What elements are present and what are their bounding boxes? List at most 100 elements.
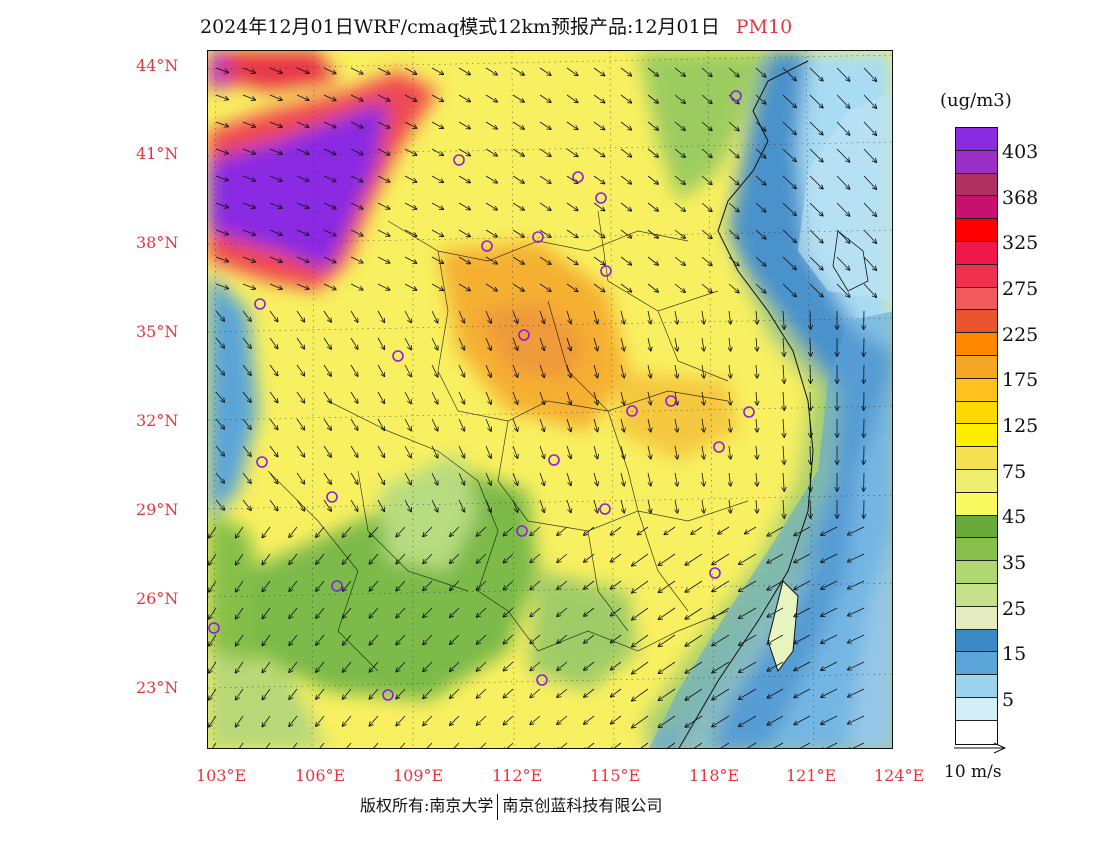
- wind-vector: [530, 526, 541, 536]
- wind-vector: [450, 634, 460, 644]
- wind-vector: [503, 607, 514, 617]
- wind-vector: [396, 607, 406, 618]
- wind-vector: [593, 256, 605, 265]
- wind-vector: [693, 742, 703, 748]
- wind-vector: [685, 607, 703, 619]
- wind-vector: [648, 391, 651, 405]
- wind-vector: [720, 742, 730, 748]
- wind-vector: [539, 445, 544, 458]
- wind-vector: [458, 148, 470, 156]
- wind-vector: [685, 688, 703, 700]
- wind-vector: [404, 391, 411, 404]
- wind-vector: [323, 364, 331, 376]
- wind-vector: [712, 553, 730, 565]
- wind-vector: [611, 688, 622, 697]
- wind-vector: [674, 94, 685, 103]
- wind-vector: [821, 715, 838, 724]
- city-marker: [453, 154, 465, 166]
- wind-vector: [404, 364, 411, 377]
- wind-vector: [423, 634, 433, 644]
- wind-vector: [767, 634, 784, 644]
- wind-vector: [343, 526, 352, 537]
- wind-vector: [512, 67, 524, 75]
- wind-vector: [423, 580, 433, 590]
- wind-vector: [431, 418, 438, 431]
- wind-vector: [404, 472, 411, 485]
- wind-vector: [269, 391, 278, 403]
- wind-vector: [431, 391, 438, 404]
- wind-vector: [863, 229, 876, 243]
- wind-vector: [512, 472, 518, 485]
- wind-vector: [863, 121, 876, 135]
- wind-vector: [782, 283, 796, 296]
- wind-vector: [593, 175, 605, 184]
- wind-vector: [458, 445, 464, 458]
- wind-vector: [323, 310, 331, 322]
- wind-vector: [323, 94, 336, 101]
- wind-vector: [782, 148, 796, 161]
- wind-vector: [821, 742, 838, 748]
- wind-vector: [269, 148, 282, 154]
- lon-label-106: 106°E: [295, 766, 346, 785]
- city-marker: [254, 298, 266, 310]
- wind-vector: [485, 391, 491, 404]
- wind-vector: [269, 256, 282, 262]
- wind-vector: [242, 175, 255, 181]
- wind-vector: [632, 607, 649, 620]
- wind-vector: [810, 310, 811, 329]
- wind-vector: [431, 67, 443, 74]
- wind-vector: [296, 337, 304, 349]
- wind-vector: [458, 202, 470, 210]
- wind-vector: [215, 310, 224, 321]
- wind-vector: [783, 364, 784, 383]
- wind-vector: [343, 715, 352, 726]
- wind-vector: [485, 310, 491, 323]
- wind-vector: [458, 310, 464, 323]
- wind-vector: [848, 553, 865, 562]
- wind-vector: [620, 229, 631, 238]
- wind-vector: [566, 229, 578, 237]
- wind-vector: [712, 580, 730, 592]
- wind-vector: [638, 526, 649, 535]
- wind-vector: [593, 445, 598, 459]
- wind-vector: [821, 607, 838, 616]
- wind-vector: [289, 634, 298, 645]
- wind-vector: [431, 121, 443, 128]
- wind-vector: [640, 742, 649, 748]
- wind-vector: [794, 661, 811, 671]
- wind-vector: [431, 337, 438, 350]
- wind-vector: [702, 310, 704, 324]
- wind-vector: [215, 67, 228, 73]
- wind-vector: [620, 256, 631, 265]
- wind-vector: [620, 499, 624, 513]
- wind-vector: [739, 553, 757, 564]
- wind-vector: [767, 688, 784, 698]
- wind-vector: [215, 148, 228, 154]
- lon-label-103: 103°E: [196, 766, 247, 785]
- wind-vector: [739, 715, 757, 726]
- wind-vector: [767, 607, 784, 617]
- wind-vector: [701, 67, 712, 76]
- wind-vector: [296, 121, 309, 127]
- city-marker: [665, 395, 677, 407]
- wind-vector: [323, 67, 336, 74]
- wind-vector: [396, 553, 406, 564]
- wind-vector: [431, 148, 443, 155]
- city-marker: [548, 454, 560, 466]
- wind-vector: [539, 310, 544, 323]
- wind-vector: [262, 634, 271, 646]
- legend-color-cell: [956, 447, 997, 470]
- wind-vector: [316, 715, 325, 726]
- copyright-notice: 版权所有:南京大学 南京创蓝科技有限公司: [360, 792, 662, 820]
- wind-vector: [755, 121, 766, 131]
- wind-vector: [289, 688, 298, 699]
- wind-vector: [369, 553, 379, 564]
- city-marker: [518, 329, 530, 341]
- wind-vector: [593, 67, 605, 76]
- wind-vector: [503, 715, 514, 725]
- wind-vector: [423, 661, 433, 671]
- wind-vector: [265, 742, 271, 748]
- wind-vector: [236, 634, 244, 646]
- wind-vector: [756, 499, 757, 513]
- wind-vector: [539, 94, 551, 102]
